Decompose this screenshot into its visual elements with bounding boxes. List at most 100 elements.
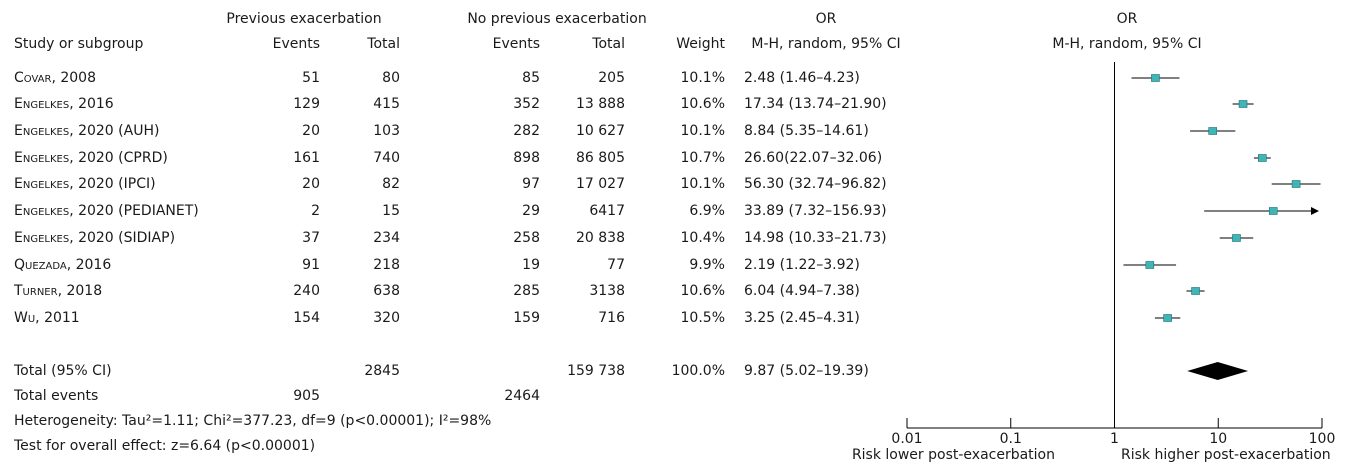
events1-cell: 91 bbox=[302, 257, 320, 273]
x-tick-label: 10 bbox=[1209, 431, 1227, 447]
total-weight: 100.0% bbox=[671, 363, 725, 379]
total2-value: 159 738 bbox=[567, 363, 625, 379]
events2-column-header: Events bbox=[492, 36, 540, 52]
point-estimate-marker bbox=[1258, 154, 1267, 162]
or-ci-cell: 8.84 (5.35–14.61) bbox=[744, 123, 869, 139]
total2-column-header: Total bbox=[592, 36, 625, 52]
total1-column-header: Total bbox=[367, 36, 400, 52]
events2-cell: 29 bbox=[522, 203, 540, 219]
study-name: Engelkes, 2020 (CPRD) bbox=[14, 150, 168, 166]
total1-cell: 218 bbox=[373, 257, 400, 273]
weight-cell: 10.4% bbox=[680, 230, 725, 246]
study-name: Engelkes, 2020 (PEDIANET) bbox=[14, 203, 199, 219]
study-name: Engelkes, 2020 (SIDIAP) bbox=[14, 230, 176, 246]
point-estimate-marker bbox=[1191, 287, 1200, 295]
or-header-right: OR bbox=[1116, 11, 1138, 27]
events1-cell: 20 bbox=[302, 123, 320, 139]
events2-cell: 85 bbox=[522, 70, 540, 86]
study-name: Engelkes, 2020 (AUH) bbox=[14, 123, 160, 139]
total1-cell: 415 bbox=[373, 96, 400, 112]
events2-cell: 19 bbox=[522, 257, 540, 273]
total1-cell: 740 bbox=[373, 150, 400, 166]
events1-cell: 161 bbox=[293, 150, 320, 166]
method-header-right: M-H, random, 95% CI bbox=[1052, 36, 1202, 52]
events2-cell: 258 bbox=[513, 230, 540, 246]
or-ci-cell: 2.48 (1.46–4.23) bbox=[744, 70, 860, 86]
total2-cell: 13 888 bbox=[576, 96, 625, 112]
study-name: Turner, 2018 bbox=[14, 283, 103, 299]
total1-cell: 15 bbox=[382, 203, 400, 219]
overall-effect-text: Test for overall effect: z=6.64 (p<0.000… bbox=[14, 438, 316, 454]
weight-cell: 10.1% bbox=[680, 176, 725, 192]
weight-cell: 9.9% bbox=[689, 257, 725, 273]
total2-cell: 20 838 bbox=[576, 230, 625, 246]
total-events-label: Total events bbox=[14, 388, 99, 404]
total1-value: 2845 bbox=[364, 363, 400, 379]
events1-column-header: Events bbox=[272, 36, 320, 52]
point-estimate-marker bbox=[1163, 314, 1172, 322]
heterogeneity-text: Heterogeneity: Tau²=1.11; Chi²=377.23, d… bbox=[14, 413, 492, 429]
total-label: Total (95% CI) bbox=[14, 363, 112, 379]
events2-cell: 285 bbox=[513, 283, 540, 299]
or-ci-cell: 3.25 (2.45–4.31) bbox=[744, 310, 860, 326]
weight-cell: 10.5% bbox=[680, 310, 725, 326]
method-header-left: M-H, random, 95% CI bbox=[751, 36, 901, 52]
study-name: Quezada, 2016 bbox=[14, 257, 112, 273]
total-events2: 2464 bbox=[504, 388, 540, 404]
events1-cell: 129 bbox=[293, 96, 320, 112]
study-name: Wu, 2011 bbox=[14, 310, 80, 326]
weight-cell: 6.9% bbox=[689, 203, 725, 219]
point-estimate-marker bbox=[1208, 127, 1217, 135]
pooled-diamond bbox=[1187, 362, 1249, 380]
events1-cell: 37 bbox=[302, 230, 320, 246]
total1-cell: 320 bbox=[373, 310, 400, 326]
total1-cell: 638 bbox=[373, 283, 400, 299]
or-ci-cell: 56.30 (32.74–96.82) bbox=[744, 176, 887, 192]
total2-cell: 6417 bbox=[589, 203, 625, 219]
x-tick-label: 100 bbox=[1309, 431, 1336, 447]
events2-cell: 352 bbox=[513, 96, 540, 112]
events1-cell: 240 bbox=[293, 283, 320, 299]
total2-cell: 86 805 bbox=[576, 150, 625, 166]
study-name: Covar, 2008 bbox=[14, 70, 96, 86]
weight-column-header: Weight bbox=[676, 36, 725, 52]
total2-cell: 716 bbox=[598, 310, 625, 326]
point-estimate-marker bbox=[1151, 74, 1160, 82]
weight-cell: 10.1% bbox=[680, 70, 725, 86]
study-column-header: Study or subgroup bbox=[14, 36, 144, 52]
point-estimate-marker bbox=[1238, 100, 1248, 108]
point-estimate-marker bbox=[1145, 261, 1155, 269]
study-name: Engelkes, 2016 bbox=[14, 96, 114, 112]
events1-cell: 51 bbox=[302, 70, 320, 86]
events1-cell: 154 bbox=[293, 310, 320, 326]
weight-cell: 10.7% bbox=[680, 150, 725, 166]
total2-cell: 3138 bbox=[589, 283, 625, 299]
or-header-left: OR bbox=[815, 11, 837, 27]
events1-cell: 20 bbox=[302, 176, 320, 192]
events2-cell: 97 bbox=[522, 176, 540, 192]
total1-cell: 80 bbox=[382, 70, 400, 86]
point-estimate-marker bbox=[1291, 180, 1301, 188]
group2-header: No previous exacerbation bbox=[467, 11, 647, 27]
or-ci-cell: 2.19 (1.22–3.92) bbox=[744, 257, 860, 273]
or-ci-cell: 6.04 (4.94–7.38) bbox=[744, 283, 860, 299]
events2-cell: 898 bbox=[513, 150, 540, 166]
or-ci-cell: 17.34 (13.74–21.90) bbox=[744, 96, 887, 112]
total2-cell: 205 bbox=[598, 70, 625, 86]
x-tick-label: 1 bbox=[1110, 431, 1119, 447]
study-name: Engelkes, 2020 (IPCI) bbox=[14, 176, 156, 192]
weight-cell: 10.6% bbox=[680, 96, 725, 112]
x-axis-caption-left: Risk lower post-exacerbation bbox=[852, 447, 1055, 463]
events2-cell: 282 bbox=[513, 123, 540, 139]
events1-cell: 2 bbox=[311, 203, 320, 219]
weight-cell: 10.1% bbox=[680, 123, 725, 139]
weight-cell: 10.6% bbox=[680, 283, 725, 299]
or-ci-cell: 33.89 (7.32–156.93) bbox=[744, 203, 887, 219]
total1-cell: 234 bbox=[373, 230, 400, 246]
events2-cell: 159 bbox=[513, 310, 540, 326]
total-events1: 905 bbox=[293, 388, 320, 404]
or-ci-cell: 26.60(22.07–32.06) bbox=[744, 150, 883, 166]
total2-cell: 10 627 bbox=[576, 123, 625, 139]
group1-header: Previous exacerbation bbox=[226, 11, 382, 27]
